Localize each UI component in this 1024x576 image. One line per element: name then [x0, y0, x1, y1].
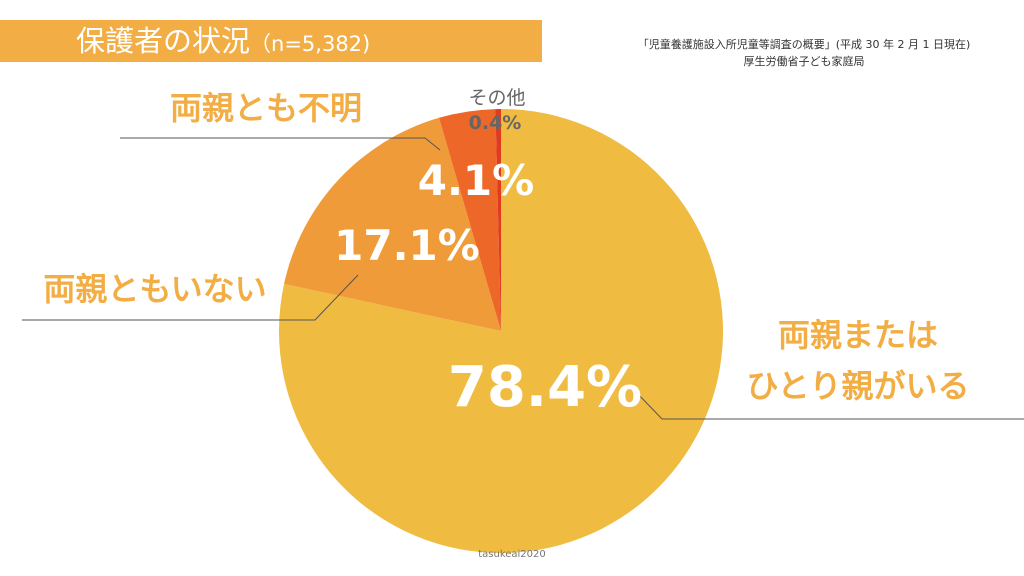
- value-label-1: 17.1%: [334, 221, 480, 270]
- pie-slice-1: [284, 117, 501, 331]
- category-label-1: 両親ともいない: [43, 270, 266, 308]
- category-label-2: 両親とも不明: [170, 89, 362, 127]
- category-label-0-line-0: 両親または: [778, 316, 938, 354]
- category-label-3: その他: [468, 87, 525, 109]
- credit: tasukeai2020: [478, 549, 546, 560]
- chart-title-main: 保護者の状況: [76, 24, 251, 58]
- leader-line-1: [22, 274, 359, 321]
- source-publisher: 厚生労働省子ども家庭局: [743, 55, 865, 68]
- pie-slice-0: [279, 109, 724, 553]
- leader-line-0: [636, 392, 1024, 420]
- title-bar: [0, 20, 542, 62]
- category-label-0-line-1: ひとり親がいる: [746, 367, 969, 405]
- sample-size: （n=5,382): [250, 32, 371, 56]
- pie-slice-2: [439, 109, 501, 331]
- pie-slice-3: [495, 109, 501, 331]
- value-label-3: 0.4%: [469, 112, 522, 134]
- value-label-0: 78.4%: [448, 355, 642, 420]
- chart-title: 保護者の状況（n=5,382): [76, 24, 370, 61]
- leader-line-2: [120, 137, 441, 151]
- value-label-2: 4.1%: [418, 156, 534, 205]
- source-citation: 「児童養護施設入所児童等調査の概要」(平成 30 年 2 月 1 日現在): [637, 38, 971, 51]
